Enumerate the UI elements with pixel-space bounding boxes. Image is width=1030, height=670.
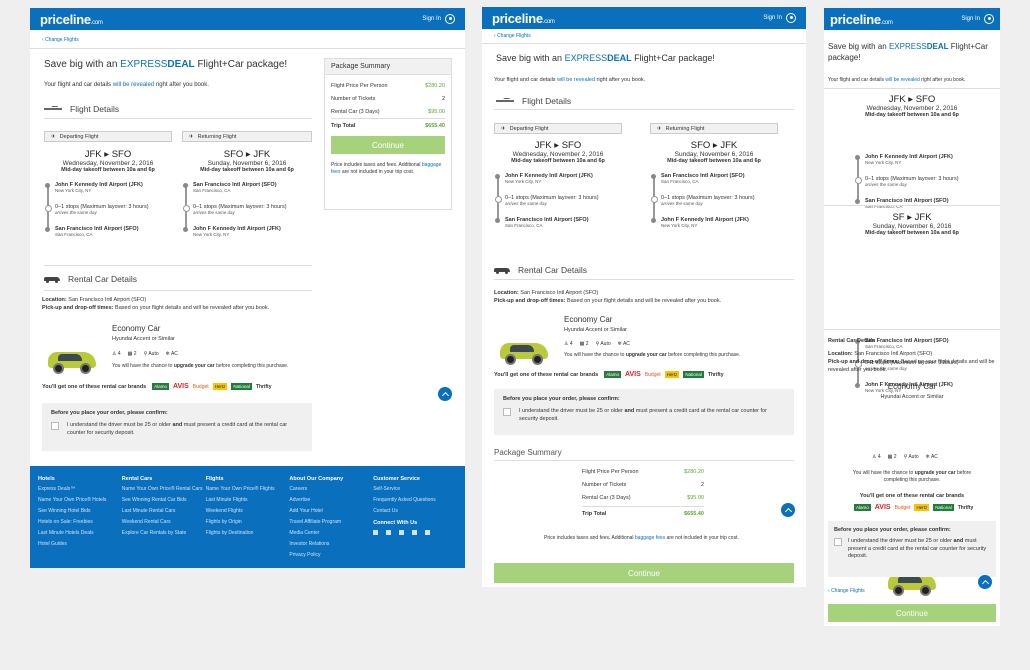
rental-brands: Alamo AVIS Budget Hertz National Thrifty bbox=[854, 504, 974, 511]
person-icon: ♙ 4 bbox=[112, 351, 121, 357]
continue-button[interactable]: Continue bbox=[494, 563, 794, 583]
luggage-icon: ▦ 2 bbox=[579, 341, 589, 347]
departing-flight: JFK ▸ SFO Wednesday, November 2, 2016 Mi… bbox=[865, 94, 959, 118]
rental-car-heading: Rental Car Details bbox=[44, 274, 137, 284]
header: priceline.com Sign In bbox=[30, 8, 465, 30]
headline: Save big with an EXPRESSDEAL Flight+Car … bbox=[496, 53, 715, 63]
rental-brands: Alamo AVIS Budget Hertz National Thrifty bbox=[604, 371, 724, 378]
car-icon bbox=[494, 266, 510, 274]
change-flights-link[interactable]: ‹ Change Flights bbox=[828, 588, 865, 594]
user-icon bbox=[786, 13, 796, 23]
economy-car-image bbox=[44, 344, 100, 378]
footer-service: Customer Service Self-Service Frequently… bbox=[373, 476, 457, 558]
flight-details-heading: Flight Details bbox=[44, 104, 119, 114]
scroll-to-top-button[interactable] bbox=[781, 503, 795, 517]
ac-icon: ❄ AC bbox=[617, 341, 630, 347]
pinterest-icon[interactable] bbox=[399, 530, 405, 535]
ac-icon: ❄ AC bbox=[925, 454, 938, 460]
person-icon: ♙ 4 bbox=[564, 341, 573, 347]
plane-icon: ✈ bbox=[657, 125, 662, 132]
reveal-text: Your flight and car details will be reve… bbox=[44, 82, 209, 88]
sign-in-link[interactable]: Sign In bbox=[422, 14, 455, 24]
header: priceline.com Sign In bbox=[482, 7, 806, 29]
gear-shift-icon: ⚲ Auto bbox=[143, 351, 159, 357]
confirm-box: Before you place your order, please conf… bbox=[494, 389, 794, 435]
tablet-view: priceline.com Sign In ‹ Change Flights S… bbox=[482, 7, 806, 587]
user-icon bbox=[984, 14, 994, 24]
change-flights-link[interactable]: ‹ Change Flights bbox=[42, 37, 79, 43]
luggage-icon: ▦ 2 bbox=[127, 351, 137, 357]
economy-car-image bbox=[496, 335, 552, 369]
plane-icon: ✈ bbox=[501, 125, 506, 132]
twitter-icon[interactable] bbox=[412, 530, 418, 535]
gear-shift-icon: ⚲ Auto bbox=[903, 454, 919, 460]
rental-brands: Alamo AVIS Budget Hertz National Thrifty bbox=[152, 383, 272, 390]
will-be-revealed-link[interactable]: will be revealed bbox=[557, 77, 596, 83]
departing-flight: ✈ Departing Flight JFK ▸ SFO Wednesday, N… bbox=[44, 131, 172, 248]
plane-icon: ✈ bbox=[189, 133, 194, 140]
economy-car-image bbox=[884, 566, 940, 600]
airplane-icon bbox=[496, 98, 514, 104]
footer: Hotels Express Deals™ Name Your Own Pric… bbox=[30, 466, 465, 568]
sign-in-link[interactable]: Sign In bbox=[763, 13, 796, 23]
returning-flight: ✈ Returning Flight SFO ▸ JFK Sunday, Nove… bbox=[182, 131, 312, 248]
package-summary-title: Package Summary bbox=[494, 448, 562, 457]
person-icon: ♙ 4 bbox=[872, 454, 881, 460]
rental-car-heading: Rental Car Details bbox=[494, 265, 587, 275]
footer-company: About Our Company Careers Advertise Add … bbox=[289, 476, 344, 558]
departing-flight: ✈ Departing Flight JFK ▸ SFO Wednesday, N… bbox=[494, 123, 622, 239]
will-be-revealed-link[interactable]: will be revealed bbox=[112, 82, 155, 88]
google-plus-icon[interactable] bbox=[386, 530, 392, 535]
scroll-to-top-button[interactable] bbox=[978, 575, 992, 589]
luggage-icon: ▦ 2 bbox=[887, 454, 897, 460]
departing-flight-label: ✈ Departing Flight bbox=[44, 131, 172, 142]
plane-icon: ✈ bbox=[51, 133, 56, 140]
continue-button[interactable]: Continue bbox=[828, 604, 996, 622]
baggage-fees-link[interactable]: baggage fees bbox=[331, 162, 442, 175]
baggage-fees-link[interactable]: baggage fees bbox=[634, 535, 666, 541]
confirm-checkbox[interactable] bbox=[51, 422, 59, 430]
will-be-revealed-link[interactable]: will be revealed bbox=[885, 77, 920, 83]
footer-hotels: Hotels Express Deals™ Name Your Own Pric… bbox=[38, 476, 107, 547]
header: priceline.com Sign In bbox=[824, 8, 1000, 30]
user-icon bbox=[445, 14, 455, 24]
airplane-icon bbox=[44, 106, 62, 112]
rental-car-heading: Rental Car Details bbox=[828, 338, 876, 344]
package-summary: Package Summary Flight Price Per Person $… bbox=[324, 58, 452, 210]
headline: Save big with an EXPRESSDEAL Flight+Car … bbox=[828, 42, 988, 63]
package-summary: Flight Price Per Person $280.20 Number of… bbox=[582, 465, 704, 520]
continue-button[interactable]: Continue bbox=[331, 136, 445, 154]
youtube-icon[interactable] bbox=[425, 530, 431, 535]
headline: Save big with an EXPRESSDEAL Flight+Car … bbox=[44, 59, 288, 70]
change-flights-link[interactable]: ‹ Change Flights bbox=[494, 33, 531, 39]
gear-shift-icon: ⚲ Auto bbox=[595, 341, 611, 347]
sign-in-link[interactable]: Sign In bbox=[961, 14, 994, 24]
returning-flight-label: ✈ Returning Flight bbox=[182, 131, 312, 142]
confirm-checkbox[interactable] bbox=[834, 538, 842, 546]
ac-icon: ❄ AC bbox=[165, 351, 178, 357]
footer-cars: Rental Cars Name Your Own Price® Rental … bbox=[121, 476, 203, 536]
confirm-checkbox[interactable] bbox=[503, 408, 511, 416]
returning-flight: ✈ Returning Flight SFO ▸ JFK Sunday, Nove… bbox=[650, 123, 778, 239]
car-icon bbox=[44, 275, 60, 283]
desktop-view: priceline.com Sign In ‹ Change Flights S… bbox=[30, 8, 465, 568]
confirm-box: Before you place your order, please conf… bbox=[42, 403, 312, 451]
scroll-to-top-button[interactable] bbox=[438, 387, 452, 401]
confirm-box: Before you place your order, please conf… bbox=[828, 521, 996, 577]
facebook-icon[interactable] bbox=[373, 530, 379, 535]
footer-flights: Flights Name Your Own Price® Flights Las… bbox=[205, 476, 275, 536]
priceline-logo[interactable]: priceline.com bbox=[492, 10, 555, 26]
priceline-logo[interactable]: priceline.com bbox=[40, 11, 103, 27]
returning-flight: SF ▸ JFK Sunday, November 6, 2016 Mid-da… bbox=[865, 212, 959, 236]
flight-details-heading: Flight Details bbox=[496, 96, 571, 106]
mobile-view: priceline.com Sign In Save big with an E… bbox=[824, 8, 1000, 626]
priceline-logo[interactable]: priceline.com bbox=[830, 11, 893, 27]
